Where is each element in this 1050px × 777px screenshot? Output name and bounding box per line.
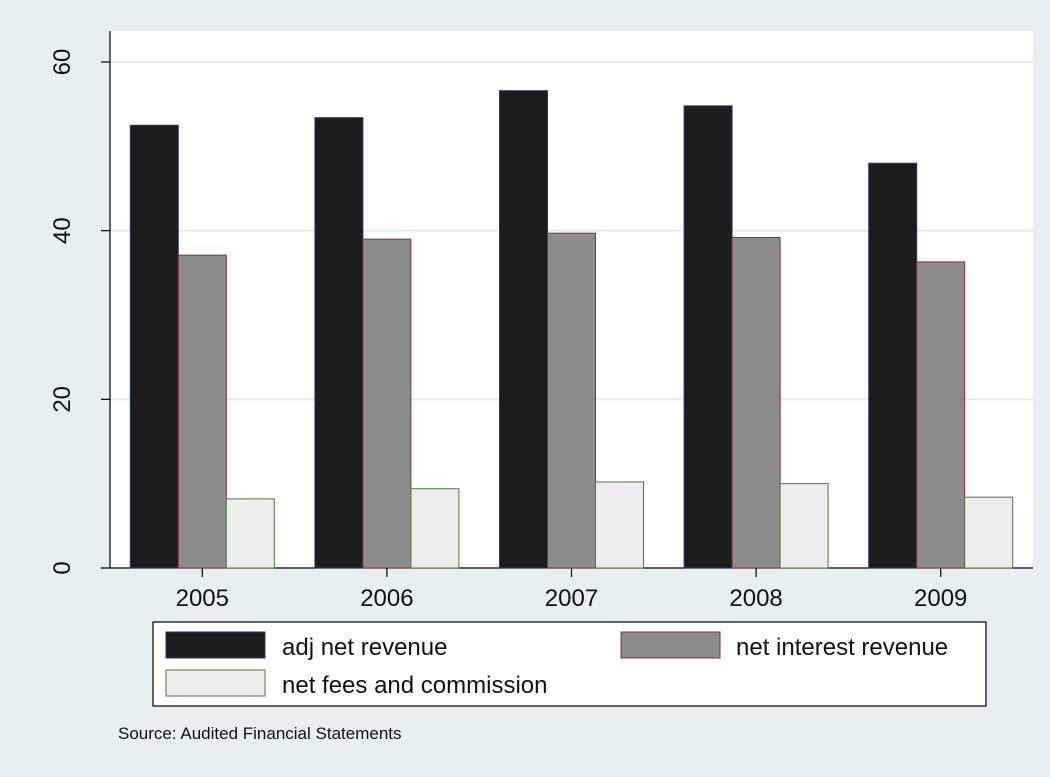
bar-adj-net-revenue	[129, 124, 179, 569]
x-tick-label: 2005	[176, 585, 229, 612]
bar-net-interest-revenue	[916, 261, 966, 569]
legend-label: adj net revenue	[282, 634, 447, 661]
bar-net-fees-and-commission	[779, 483, 829, 569]
legend-swatch	[165, 669, 266, 697]
legend-swatch	[620, 631, 721, 659]
bar-net-fees-and-commission	[595, 481, 644, 569]
legend-swatch	[165, 631, 266, 659]
bar-adj-net-revenue	[499, 90, 548, 569]
legend-label: net fees and commission	[282, 672, 547, 699]
bar-net-fees-and-commission	[225, 498, 275, 569]
bar-adj-net-revenue	[868, 162, 918, 569]
bar-adj-net-revenue	[314, 117, 364, 569]
legend-label: net interest revenue	[736, 634, 948, 661]
legend-box	[152, 621, 987, 707]
y-tick-label: 60	[49, 49, 76, 76]
bar-net-interest-revenue	[177, 254, 227, 569]
bar-adj-net-revenue	[683, 105, 733, 569]
y-tick-label: 0	[49, 561, 76, 574]
y-tick-label: 20	[49, 386, 76, 413]
bar-net-interest-revenue	[362, 238, 412, 569]
x-tick-label: 2008	[729, 585, 782, 612]
y-tick-label: 40	[49, 217, 76, 244]
bar-net-fees-and-commission	[964, 496, 1014, 569]
bar-net-interest-revenue	[547, 232, 596, 569]
bar-net-interest-revenue	[731, 236, 781, 569]
x-tick-label: 2009	[914, 585, 967, 612]
bar-net-fees-and-commission	[410, 488, 460, 569]
source-note: Source: Audited Financial Statements	[118, 724, 402, 743]
x-tick-label: 2007	[545, 585, 598, 612]
x-tick-label: 2006	[360, 585, 413, 612]
